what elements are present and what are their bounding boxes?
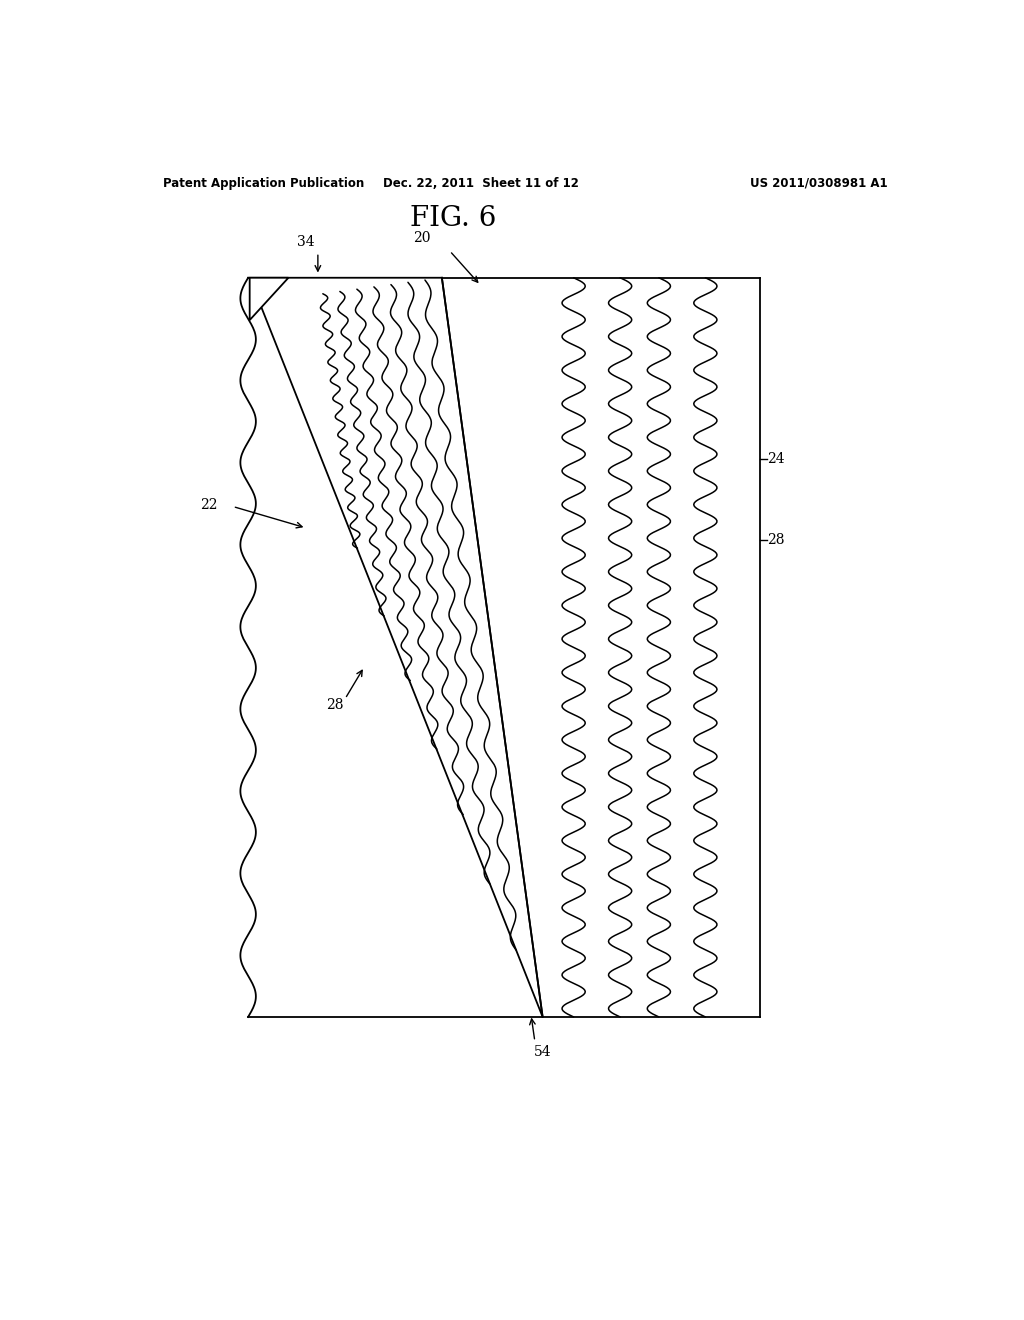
Polygon shape: [250, 277, 289, 321]
Text: 34: 34: [297, 235, 315, 249]
Text: US 2011/0308981 A1: US 2011/0308981 A1: [750, 177, 888, 190]
Text: Patent Application Publication: Patent Application Publication: [163, 177, 365, 190]
Text: 54: 54: [534, 1045, 552, 1060]
Polygon shape: [250, 277, 543, 1016]
Text: Dec. 22, 2011  Sheet 11 of 12: Dec. 22, 2011 Sheet 11 of 12: [383, 177, 579, 190]
Text: FIG. 6: FIG. 6: [411, 205, 497, 232]
Text: 28: 28: [767, 532, 784, 546]
Text: 22: 22: [200, 498, 217, 512]
Text: 24: 24: [767, 451, 785, 466]
Text: 20: 20: [413, 231, 430, 244]
Text: 28: 28: [326, 698, 343, 711]
